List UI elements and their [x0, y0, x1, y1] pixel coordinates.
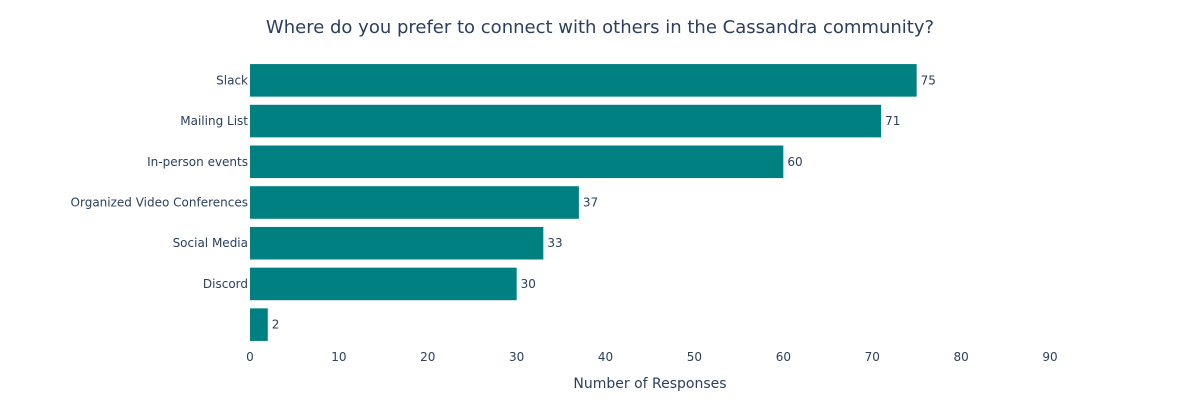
chart-title: Where do you prefer to connect with othe…: [266, 17, 934, 38]
category-label: Social Media: [173, 236, 248, 250]
category-labels: Slack Mailing List In-person events Organiz…: [71, 73, 249, 291]
value-label: 37: [583, 196, 598, 210]
category-label: Mailing List: [180, 114, 248, 128]
bar: [250, 267, 517, 301]
category-label: Slack: [216, 73, 248, 87]
category-label: Organized Video Conferences: [71, 196, 248, 210]
bar: [250, 104, 882, 138]
x-tick-label: 90: [1042, 350, 1057, 364]
x-tick-label: 60: [776, 350, 791, 364]
x-tick-label: 30: [509, 350, 524, 364]
value-label: 71: [885, 114, 900, 128]
bars-group: [250, 64, 917, 341]
bar: [250, 64, 917, 97]
value-label: 60: [787, 155, 802, 169]
x-tick-label: 50: [687, 350, 702, 364]
value-labels: 75 71 60 37 33 30 2: [272, 73, 936, 331]
x-tick-label: 20: [420, 350, 435, 364]
value-label: 2: [272, 318, 280, 332]
bar: [250, 145, 784, 179]
x-axis-title: Number of Responses: [573, 376, 726, 392]
x-tick-label: 0: [246, 350, 254, 364]
category-label: Discord: [203, 277, 248, 291]
bar: [250, 308, 268, 341]
value-label: 33: [547, 236, 562, 250]
category-label: In-person events: [147, 155, 248, 169]
x-tick-label: 40: [598, 350, 613, 364]
value-label: 30: [521, 277, 536, 291]
x-tick-label: 70: [865, 350, 880, 364]
value-label: 75: [921, 73, 936, 87]
bar: [250, 226, 544, 260]
x-tick-label: 10: [331, 350, 346, 364]
bar: [250, 186, 579, 219]
x-tick-label: 80: [953, 350, 968, 364]
x-axis-ticks: 0 10 20 30 40 50 60 70 80 90: [246, 350, 1057, 364]
